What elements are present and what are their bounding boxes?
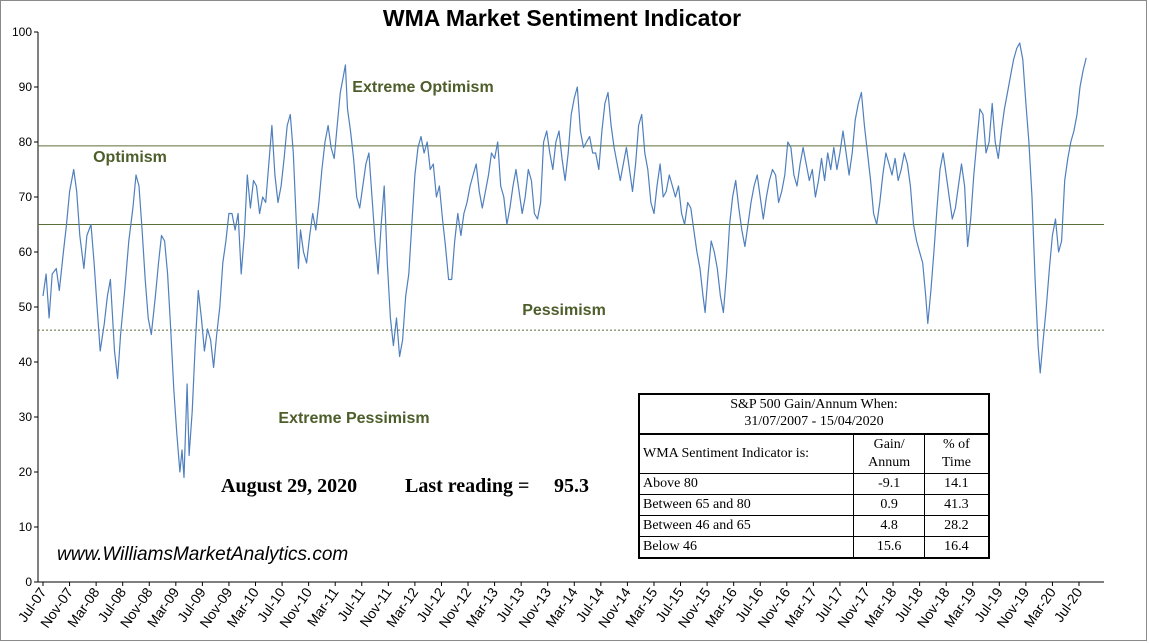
y-tick-label: 50 bbox=[19, 300, 33, 314]
stats-col-gain-line2: Annum bbox=[868, 455, 911, 470]
zone-label-pessimism: Pessimism bbox=[522, 302, 606, 319]
y-tick-label: 80 bbox=[19, 135, 33, 149]
stats-row-gain: 0.9 bbox=[853, 494, 925, 516]
chart-title: WMA Market Sentiment Indicator bbox=[383, 5, 741, 31]
stats-table-header: S&P 500 Gain/Annum When: 31/07/2007 - 15… bbox=[640, 395, 988, 435]
last-reading-value: 95.3 bbox=[554, 475, 589, 497]
y-tick-label: 0 bbox=[25, 575, 32, 589]
stats-row: Below 46 15.6 16.4 bbox=[640, 536, 988, 557]
stats-col-gain: Gain/ Annum bbox=[853, 435, 925, 474]
stats-header-line1: S&P 500 Gain/Annum When: bbox=[730, 397, 898, 412]
stats-row-label: Above 80 bbox=[640, 473, 855, 495]
stats-row-gain: -9.1 bbox=[853, 473, 925, 495]
y-tick-label: 30 bbox=[19, 410, 33, 424]
sentiment-series-line bbox=[42, 42, 1087, 479]
stats-row-time: 16.4 bbox=[923, 536, 988, 557]
zone-label-optimism: Optimism bbox=[93, 149, 167, 166]
y-tick-label: 40 bbox=[19, 355, 33, 369]
y-tick-label: 90 bbox=[19, 80, 33, 94]
stats-col-indicator: WMA Sentiment Indicator is: bbox=[640, 435, 855, 474]
stats-header-line2: 31/07/2007 - 15/04/2020 bbox=[744, 414, 884, 429]
stats-row-gain: 15.6 bbox=[853, 536, 925, 557]
stats-row: Between 46 and 65 4.8 28.2 bbox=[640, 515, 988, 537]
y-tick-label: 70 bbox=[19, 190, 33, 204]
stats-row-time: 28.2 bbox=[923, 515, 988, 537]
stats-row-label: Below 46 bbox=[640, 536, 855, 557]
y-tick-label: 20 bbox=[19, 465, 33, 479]
website-url: www.WilliamsMarketAnalytics.com bbox=[57, 544, 348, 565]
x-tick-label: Jul-20 bbox=[1050, 584, 1085, 625]
stats-row-label: Between 65 and 80 bbox=[640, 494, 855, 516]
stats-column-header-row: WMA Sentiment Indicator is: Gain/ Annum … bbox=[640, 435, 988, 474]
stats-row: Between 65 and 80 0.9 41.3 bbox=[640, 494, 988, 516]
y-tick-label: 10 bbox=[19, 520, 33, 534]
last-reading-label: Last reading = bbox=[405, 475, 529, 497]
stats-row: Above 80 -9.1 14.1 bbox=[640, 473, 988, 495]
stats-col-time-line1: % of bbox=[943, 437, 970, 452]
stats-grid: WMA Sentiment Indicator is: Gain/ Annum … bbox=[640, 435, 988, 557]
y-tick-label: 100 bbox=[12, 25, 32, 39]
zone-label-extreme-pessimism: Extreme Pessimism bbox=[278, 410, 429, 427]
stats-row-label: Between 46 and 65 bbox=[640, 515, 855, 537]
stats-col-time-line2: Time bbox=[941, 455, 971, 470]
y-tick-label: 60 bbox=[19, 245, 33, 259]
stats-row-gain: 4.8 bbox=[853, 515, 925, 537]
stats-row-time: 41.3 bbox=[923, 494, 988, 516]
reading-date: August 29, 2020 bbox=[221, 475, 357, 497]
stats-table: S&P 500 Gain/Annum When: 31/07/2007 - 15… bbox=[638, 393, 990, 559]
stats-col-gain-line1: Gain/ bbox=[873, 437, 905, 452]
stats-row-time: 14.1 bbox=[923, 473, 988, 495]
stats-col-time: % of Time bbox=[923, 435, 988, 474]
zone-label-extreme-optimism: Extreme Optimism bbox=[352, 79, 493, 96]
